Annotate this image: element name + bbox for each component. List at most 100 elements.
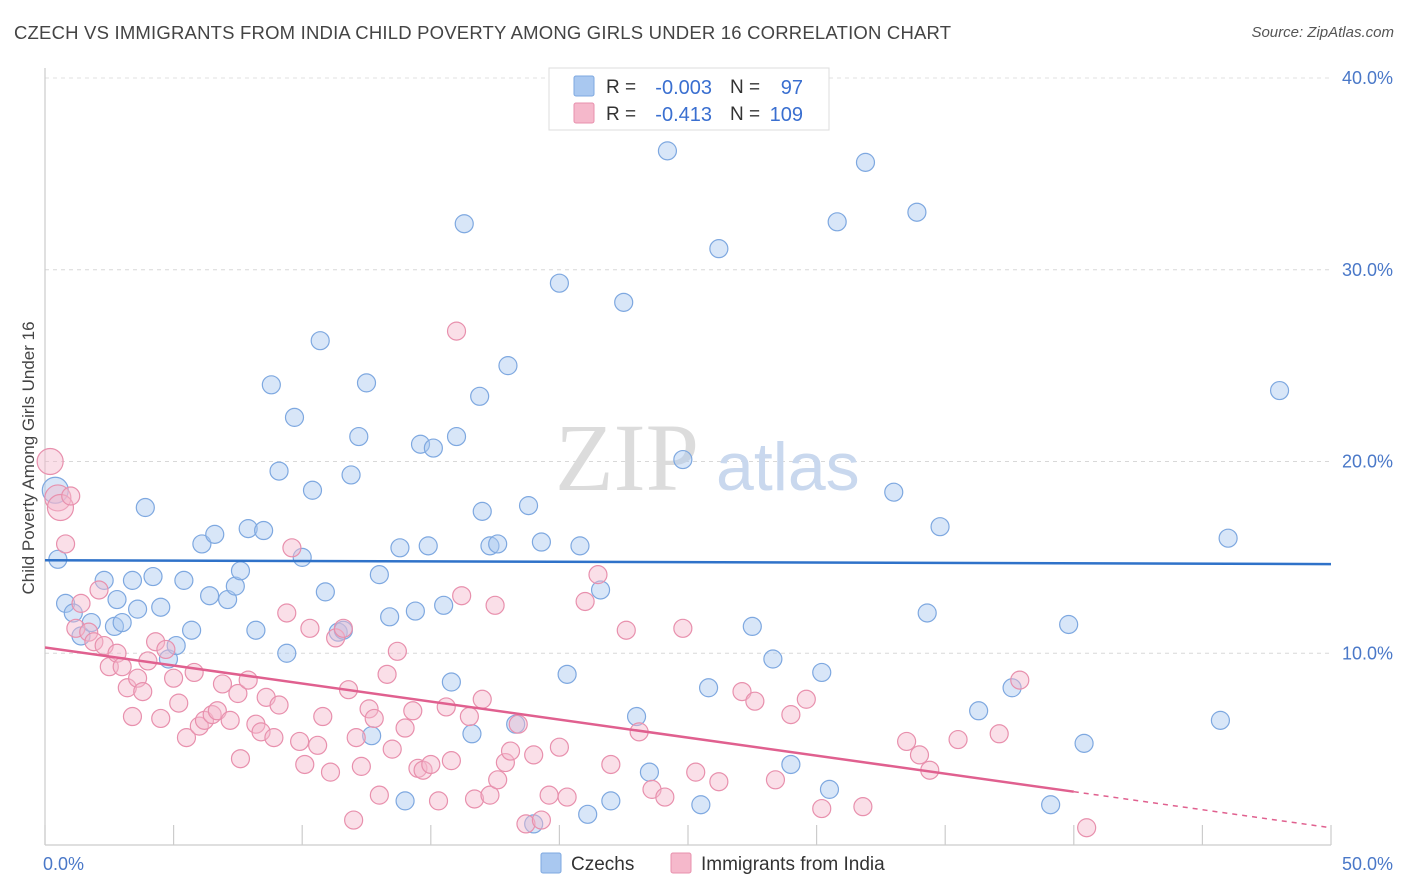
czech-point [1218,528,1238,548]
india-point [369,785,389,805]
india-point [382,739,402,759]
india-point [488,770,508,790]
india-point [897,731,917,752]
czech-point [709,239,729,259]
czech-point [434,595,454,615]
india-point [781,705,801,725]
czech-point [884,482,904,502]
czech-point [480,536,500,556]
india-point [948,729,968,750]
india-point [344,810,364,830]
czech-point [302,480,323,500]
czech-point [380,607,400,627]
czech-point [578,804,598,824]
czech-point [969,701,989,721]
india-point [395,718,415,738]
czech-point [1210,710,1231,730]
czech-point [418,536,438,556]
india-point [61,486,81,506]
czech-point [781,754,801,775]
czech-point [238,519,258,539]
india-point [1010,670,1030,690]
india-point [516,814,536,834]
czech-point [246,620,266,640]
india-point [441,751,461,771]
india-point [403,701,423,721]
czech-point [369,565,389,585]
india-point [189,716,209,736]
india-point [812,798,832,819]
india-point [133,681,153,702]
czech-point [827,212,847,232]
czech-point [614,292,634,312]
czech-point [549,273,570,293]
india-point [238,670,258,690]
czech-point [626,706,647,727]
y-tick-label: 20.0% [1342,452,1393,472]
czech-point [812,662,832,683]
czech-point [1269,380,1290,401]
india-point [364,708,384,729]
legend-r-value-india: -0.413 [655,104,712,126]
czech-point [1002,678,1022,698]
india-point [472,689,492,709]
czech-point [570,536,590,556]
india-point [295,754,315,775]
czech-point [742,616,762,637]
india-point [655,787,675,807]
czech-point [498,356,518,376]
india-point [588,565,608,585]
india-point [290,731,310,752]
czech-point [174,570,194,590]
czech-point [341,465,361,485]
india-point [909,745,930,765]
india-point [36,447,64,476]
czech-point [63,603,83,623]
legend-n-value-czechs: 97 [781,77,803,99]
tick-labels: 10.0% 20.0% 30.0% 40.0% 0.0% 50.0% [43,68,1393,874]
czech-point [907,202,927,222]
czech-point [1074,733,1094,753]
legend-swatch-czechs [573,75,595,97]
czech-point [691,795,711,815]
czech-point [182,620,202,640]
czech-point [488,534,508,554]
india-point [55,534,76,554]
czech-point [405,601,425,621]
india-point [508,714,528,734]
india-point [452,586,472,606]
czech-point [55,593,76,613]
india-point [184,662,204,683]
legend-n-label-india: N = [730,104,760,125]
india-point [796,689,816,709]
czech-point [601,791,621,811]
india-point [176,728,197,748]
x-tick-label: 0.0% [43,854,84,874]
india-point [853,797,873,817]
czech-point [112,612,132,633]
india-point [1077,818,1097,838]
czech-point [254,520,274,541]
czech-point [657,141,678,161]
watermark: ZIP atlas [555,404,860,511]
india-point [686,762,706,782]
legend-r-label-india: R = [606,104,636,125]
india-point [673,618,693,638]
india-point [500,741,521,761]
india-point [44,484,72,512]
india-point [387,641,407,661]
legend-n-value-india: 109 [770,104,803,126]
india-point [71,593,91,613]
czech-point [349,426,369,447]
czech-point [917,603,937,623]
legend-swatch-czechs-bottom [540,852,562,874]
axes [44,68,1332,846]
india-point [539,785,559,805]
czech-point [446,426,467,447]
czech-point [94,570,114,590]
india-point [282,538,302,558]
czech-point [518,496,539,516]
czech-point [441,672,461,692]
india-point [169,693,189,713]
